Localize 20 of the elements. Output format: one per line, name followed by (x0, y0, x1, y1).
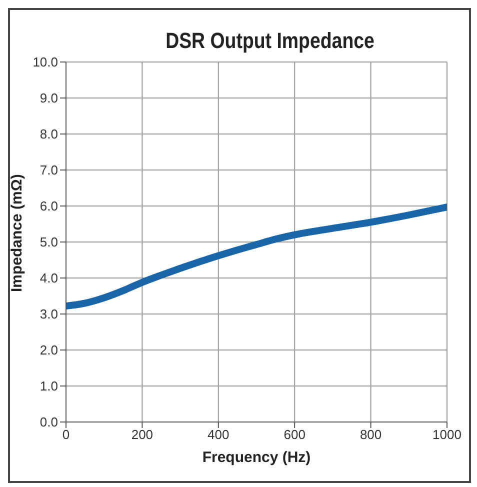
y-tick-label: 2.0 (40, 342, 58, 358)
x-tick-label: 200 (131, 427, 154, 442)
y-tick-label: 10.0 (32, 54, 58, 70)
y-tick-label: 6.0 (40, 198, 58, 214)
y-tick-label: 7.0 (40, 162, 58, 178)
y-tick-label: 8.0 (40, 126, 58, 142)
x-tick-label: 1000 (432, 427, 462, 442)
x-tick-label: 0 (62, 427, 70, 442)
y-tick-label: 9.0 (40, 90, 58, 106)
chart-title: DSR Output Impedance (164, 28, 376, 54)
x-tick-label: 600 (284, 427, 306, 442)
y-tick-label: 5.0 (40, 234, 58, 250)
y-tick-label: 0.0 (40, 414, 58, 430)
y-tick-label: 1.0 (40, 378, 58, 394)
y-axis-title: Impedance (mΩ) (8, 174, 26, 292)
x-tick-label: 400 (208, 427, 230, 442)
x-tick-label: 800 (360, 427, 382, 442)
y-tick-label: 4.0 (40, 270, 58, 286)
x-axis-title: Frequency (Hz) (202, 449, 311, 466)
y-tick-label: 3.0 (40, 306, 58, 322)
